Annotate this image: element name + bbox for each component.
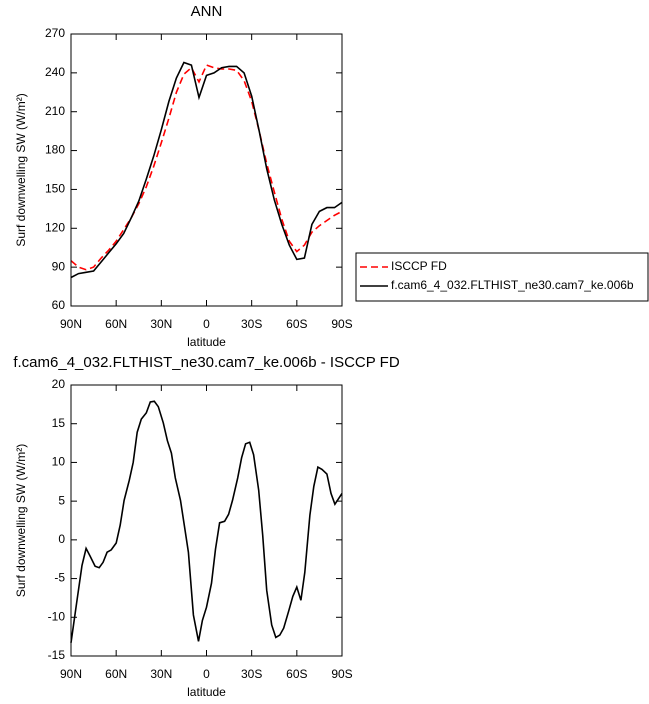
y-tick-label: 270	[45, 26, 65, 40]
plot-frame	[70, 33, 343, 307]
y-tick-label: 180	[45, 143, 65, 157]
legend-label: ISCCP FD	[391, 259, 447, 273]
y-tick-label: 150	[45, 182, 65, 196]
y-tick-label: -10	[48, 609, 66, 623]
y-tick-label: -15	[48, 648, 66, 662]
x-tick-label: 60S	[286, 667, 307, 681]
x-tick-label: 60N	[105, 667, 127, 681]
data-line	[70, 61, 343, 279]
plot-frame	[70, 384, 343, 657]
y-axis-label: Surf downwelling SW (W/m²)	[14, 93, 28, 246]
chart-title: ANN	[191, 3, 223, 20]
data-line	[70, 400, 343, 643]
y-tick-label: 15	[52, 416, 66, 430]
x-tick-label: 30N	[150, 317, 172, 331]
x-tick-label: 90S	[331, 667, 352, 681]
y-tick-label: 10	[52, 455, 66, 469]
y-tick-label: 0	[58, 532, 65, 546]
x-tick-label: 60S	[286, 317, 307, 331]
data-line	[70, 64, 343, 271]
y-axis-label: Surf downwelling SW (W/m²)	[14, 444, 28, 597]
legend-label: f.cam6_4_032.FLTHIST_ne30.cam7_ke.006b	[391, 278, 634, 292]
y-tick-label: -5	[54, 571, 65, 585]
x-tick-label: 60N	[105, 317, 127, 331]
x-tick-label: 90N	[60, 317, 82, 331]
x-tick-label: 30S	[241, 667, 262, 681]
x-tick-label: 0	[203, 317, 210, 331]
y-tick-label: 5	[58, 493, 65, 507]
x-axis-label: latitude	[187, 685, 226, 699]
y-tick-label: 210	[45, 104, 65, 118]
x-axis-label: latitude	[187, 335, 226, 349]
x-tick-label: 30N	[150, 667, 172, 681]
y-tick-label: 240	[45, 65, 65, 79]
y-tick-label: 60	[52, 298, 66, 312]
x-tick-label: 90N	[60, 667, 82, 681]
y-tick-label: 20	[52, 377, 66, 391]
y-tick-label: 90	[52, 259, 66, 273]
y-tick-label: 120	[45, 220, 65, 234]
chart-title: f.cam6_4_032.FLTHIST_ne30.cam7_ke.006b -…	[13, 354, 399, 371]
legend-box	[355, 252, 649, 302]
x-tick-label: 90S	[331, 317, 352, 331]
x-tick-label: 0	[203, 667, 210, 681]
x-tick-label: 30S	[241, 317, 262, 331]
